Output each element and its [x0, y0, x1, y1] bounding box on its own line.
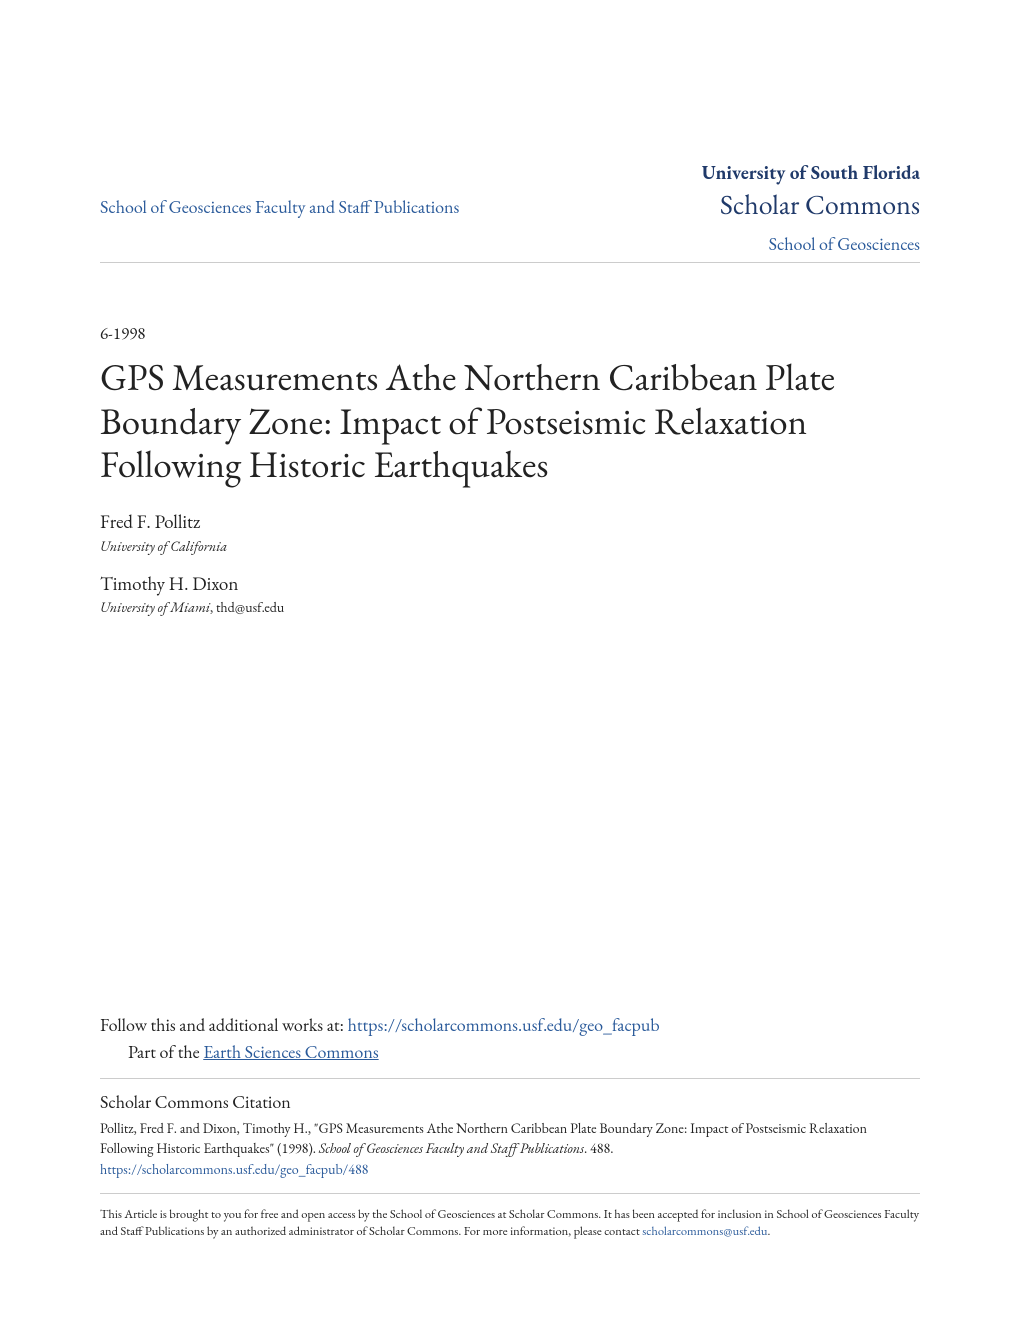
part-of-prefix: Part of the — [128, 1041, 203, 1064]
author-email-2: , thd@usf.edu — [210, 599, 284, 617]
breadcrumb-collection-link[interactable]: School of Geosciences Faculty and Staff … — [100, 196, 459, 219]
publication-date: 6-1998 — [100, 323, 920, 345]
citation-text-2: . 488. — [584, 1140, 613, 1158]
author-name-2: Timothy H. Dixon — [100, 572, 920, 597]
contact-email-link[interactable]: scholarcommons@usf.edu — [642, 1222, 767, 1239]
part-of-link[interactable]: Earth Sciences Commons — [203, 1041, 378, 1064]
breadcrumb-department-link[interactable]: School of Geosciences — [769, 233, 920, 256]
access-statement: This Article is brought to you for free … — [100, 1206, 920, 1240]
header: School of Geosciences Faculty and Staff … — [100, 160, 920, 263]
part-of-line: Part of the Earth Sciences Commons — [100, 1041, 920, 1064]
citation-url-link[interactable]: https://scholarcommons.usf.edu/geo_facpu… — [100, 1161, 920, 1179]
author-block-1: Fred F. Pollitz University of California — [100, 510, 920, 556]
follow-url-link[interactable]: https://scholarcommons.usf.edu/geo_facpu… — [348, 1014, 660, 1037]
author-affiliation-1: University of California — [100, 538, 227, 556]
access-statement-suffix: . — [767, 1222, 770, 1239]
breadcrumb-row: School of Geosciences Faculty and Staff … — [100, 160, 920, 256]
divider-rule-2 — [100, 1193, 920, 1194]
citation-body: Pollitz, Fred F. and Dixon, Timothy H., … — [100, 1120, 920, 1159]
footer-section: Follow this and additional works at: htt… — [100, 1012, 920, 1240]
citation-journal: School of Geosciences Faculty and Staff … — [319, 1140, 584, 1158]
scholar-commons-link[interactable]: Scholar Commons — [720, 187, 920, 223]
header-left: School of Geosciences Faculty and Staff … — [100, 196, 510, 220]
access-statement-text: This Article is brought to you for free … — [100, 1205, 919, 1239]
author-affiliation-2: University of Miami — [100, 599, 210, 617]
university-name: University of South Florida — [510, 160, 920, 185]
citation-heading: Scholar Commons Citation — [100, 1091, 920, 1114]
header-right: University of South Florida Scholar Comm… — [510, 160, 920, 256]
article-title: GPS Measurements Athe Northern Caribbean… — [100, 357, 920, 488]
follow-prefix: Follow this and additional works at: — [100, 1014, 348, 1037]
follow-line: Follow this and additional works at: htt… — [100, 1012, 920, 1039]
author-block-2: Timothy H. Dixon University of Miami, th… — [100, 572, 920, 618]
author-name-1: Fred F. Pollitz — [100, 510, 920, 535]
divider-rule — [100, 1078, 920, 1079]
